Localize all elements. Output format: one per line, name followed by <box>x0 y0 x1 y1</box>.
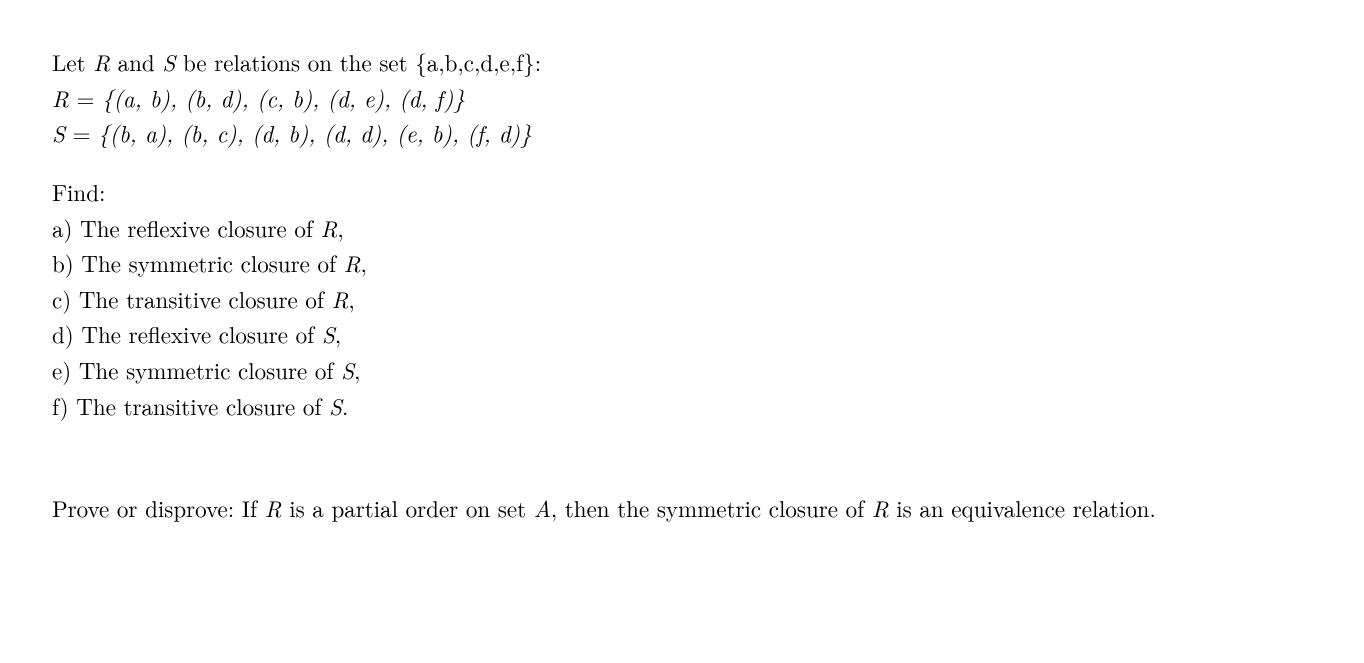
symbol-A: A <box>534 491 551 524</box>
equals-sign: = <box>65 116 98 149</box>
intro-prefix: Let <box>52 45 93 78</box>
S-rhs: {(b, a), (b, c), (d, b), (d, d), (e, b),… <box>98 116 531 149</box>
item-b: b) The symmetric closure of R, <box>52 245 1312 281</box>
find-label: Find: <box>52 174 1312 210</box>
item-label: d) <box>52 317 74 350</box>
item-text-post: , <box>348 282 354 315</box>
item-symbol: S <box>329 389 342 422</box>
item-text-pre: The symmetric closure of <box>74 246 344 279</box>
definition-R: R = {(a, b), (b, d), (c, b), (d, e), (d,… <box>52 80 1312 116</box>
item-text-pre: The transitive closure of <box>71 282 331 315</box>
item-text-post: , <box>354 353 360 386</box>
item-text-pre: The transitive closure of <box>69 389 329 422</box>
equals-sign: = <box>69 81 102 114</box>
item-label: e) <box>52 353 71 386</box>
p2-text-4: is an equivalence relation. <box>889 491 1156 524</box>
symbol-S: S <box>162 45 175 78</box>
item-text-post: , <box>360 246 366 279</box>
problem1-intro: Let R and S be relations on the set {a,b… <box>52 44 1312 80</box>
p2-text-2: is a partial order on set <box>282 491 534 524</box>
item-f: f) The transitive closure of S. <box>52 388 1312 424</box>
item-symbol: S <box>341 353 354 386</box>
intro-suffix: be relations on the set {a,b,c,d,e,f}: <box>175 45 541 78</box>
p2-text-3: , then the symmetric closure of <box>551 491 872 524</box>
item-symbol: R <box>321 211 338 244</box>
symbol-R: R <box>265 491 282 524</box>
spacer <box>52 423 1312 490</box>
item-e: e) The symmetric closure of S, <box>52 352 1312 388</box>
R-rhs: {(a, b), (b, d), (c, b), (d, e), (d, f)} <box>102 81 465 114</box>
item-c: c) The transitive closure of R, <box>52 281 1312 317</box>
item-text-pre: The reflexive closure of <box>74 317 322 350</box>
symbol-R: R <box>93 45 110 78</box>
R-lhs: R <box>52 81 69 114</box>
item-text-pre: The symmetric closure of <box>71 353 341 386</box>
item-symbol: S <box>322 317 335 350</box>
p2-text-1: Prove or disprove: If <box>52 491 265 524</box>
item-text-post: . <box>342 389 348 422</box>
problem2-text: Prove or disprove: If R is a partial ord… <box>52 490 1312 526</box>
S-lhs: S <box>52 116 65 149</box>
spacer <box>52 151 1312 174</box>
intro-and: and <box>110 45 162 78</box>
item-label: a) <box>52 211 72 244</box>
item-text-post: , <box>335 317 341 350</box>
definition-S: S = {(b, a), (b, c), (d, b), (d, d), (e,… <box>52 115 1312 151</box>
symbol-R: R <box>872 491 889 524</box>
item-label: c) <box>52 282 71 315</box>
item-text-pre: The reflexive closure of <box>72 211 320 244</box>
item-d: d) The reflexive closure of S, <box>52 316 1312 352</box>
item-label: f) <box>52 389 69 422</box>
item-text-post: , <box>337 211 343 244</box>
item-a: a) The reflexive closure of R, <box>52 210 1312 246</box>
item-symbol: R <box>332 282 349 315</box>
item-symbol: R <box>344 246 361 279</box>
item-label: b) <box>52 246 74 279</box>
